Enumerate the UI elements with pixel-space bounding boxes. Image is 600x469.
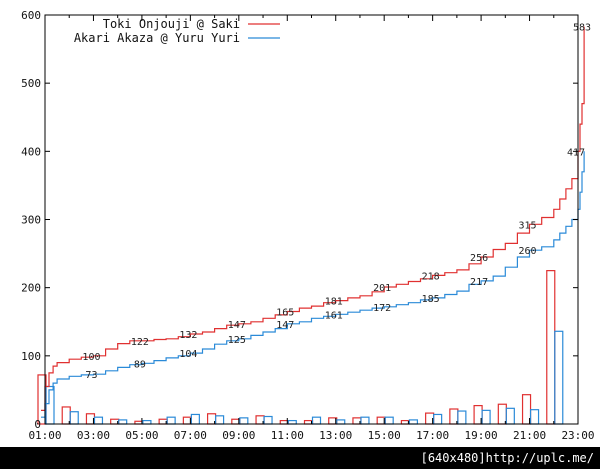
series-line-toki xyxy=(41,26,585,411)
histogram-bars xyxy=(37,270,564,425)
data-label-toki-2300: 417 xyxy=(567,147,585,158)
x-tick-label-1300: 13:00 xyxy=(319,429,352,442)
data-label-toki-1900: 256 xyxy=(470,253,488,264)
x-tick-label-1500: 15:00 xyxy=(368,429,401,442)
bar-akari-1400 xyxy=(360,416,370,425)
data-label-toki-1700: 218 xyxy=(422,271,440,282)
x-tick-label-0300: 03:00 xyxy=(77,429,110,442)
data-label-akari-1100: 147 xyxy=(276,320,294,331)
bar-akari-1700 xyxy=(433,413,443,425)
bar-akari-0600 xyxy=(166,416,176,425)
x-tick-label-0100: 01:00 xyxy=(28,429,61,442)
data-label-akari-1300: 161 xyxy=(325,310,343,321)
x-tick-label-2300: 23:00 xyxy=(561,429,594,442)
bar-akari-1100 xyxy=(287,419,297,425)
bar-akari-2000 xyxy=(505,407,515,425)
data-label-akari-1700: 185 xyxy=(422,294,440,305)
bar-akari-1000 xyxy=(263,415,273,425)
bar-akari-1600 xyxy=(408,419,419,425)
data-label-toki-1100: 165 xyxy=(276,308,294,319)
x-tick-label-2100: 21:00 xyxy=(513,429,546,442)
data-label-toki-2100: 315 xyxy=(519,220,537,231)
series-lines xyxy=(41,26,585,418)
data-label-toki-0300: 100 xyxy=(82,352,100,363)
x-tick-label-0700: 07:00 xyxy=(174,429,207,442)
data-label-akari-0300: 73 xyxy=(85,370,97,381)
plot-area-background xyxy=(0,0,600,447)
data-label-akari-0700: 104 xyxy=(179,349,197,360)
y-tick-label-100: 100 xyxy=(21,350,41,363)
data-labels: 1001221321471651812012182563154175837389… xyxy=(82,23,591,382)
data-label-toki-0900: 147 xyxy=(228,320,246,331)
data-label-toki-2315: 583 xyxy=(573,23,591,34)
bar-akari-2100 xyxy=(529,409,540,425)
size-badge: [640x480] xyxy=(420,451,486,465)
data-label-akari-0900: 125 xyxy=(228,335,246,346)
data-label-akari-1900: 217 xyxy=(470,277,488,288)
bar-akari-1900 xyxy=(481,409,491,425)
bar-akari-2200 xyxy=(554,330,564,425)
x-tick-label-1100: 11:00 xyxy=(271,429,304,442)
data-label-toki-1500: 201 xyxy=(373,283,391,294)
bar-akari-1800 xyxy=(457,410,467,425)
x-tick-label-1900: 19:00 xyxy=(465,429,498,442)
bar-akari-1200 xyxy=(311,416,322,425)
bar-akari-0200 xyxy=(69,411,79,425)
plot-border xyxy=(44,14,579,425)
legend-label-akari: Akari Akaza @ Yuru Yuri xyxy=(74,31,240,45)
x-tick-label-0900: 09:00 xyxy=(222,429,255,442)
bar-akari-0800 xyxy=(214,415,225,425)
url-label: http://uplc.me/ xyxy=(485,451,594,465)
bar-akari-0300 xyxy=(93,416,104,425)
bar-akari-0100 xyxy=(45,385,55,425)
bar-akari-0400 xyxy=(118,419,128,425)
y-tick-label-0: 0 xyxy=(34,418,41,431)
data-label-akari-0500: 89 xyxy=(134,359,146,370)
data-label-akari-1500: 172 xyxy=(373,303,391,314)
series-line-akari xyxy=(41,151,585,418)
y-tick-label-600: 600 xyxy=(21,9,41,22)
y-tick-label-300: 300 xyxy=(21,214,41,227)
bar-akari-0700 xyxy=(190,413,200,425)
footer-bar: [640x480]http://uplc.me/ xyxy=(0,447,600,469)
x-tick-label-0500: 05:00 xyxy=(125,429,158,442)
axes: 0 100 200 300 400 500 600 01:00 03:00 05:00 07:00 0… xyxy=(21,9,594,442)
y-tick-label-200: 200 xyxy=(21,282,41,295)
data-label-toki-0500: 122 xyxy=(131,337,149,348)
bar-akari-0500 xyxy=(142,419,152,425)
legend-label-toki: Toki Onjouji @ Saki xyxy=(103,17,240,31)
bar-akari-0900 xyxy=(239,417,249,425)
chart-svg: 1001221321471651812012182563154175837389… xyxy=(21,9,594,442)
x-tick-label-1700: 17:00 xyxy=(416,429,449,442)
data-label-toki-1300: 181 xyxy=(325,297,343,308)
data-label-toki-0700: 132 xyxy=(179,330,197,341)
bar-akari-1500 xyxy=(384,416,394,425)
data-label-akari-2100: 260 xyxy=(519,246,537,257)
y-tick-label-500: 500 xyxy=(21,77,41,90)
y-tick-label-400: 400 xyxy=(21,145,41,158)
bar-toki-2200 xyxy=(546,270,556,425)
bar-akari-1300 xyxy=(336,419,346,425)
